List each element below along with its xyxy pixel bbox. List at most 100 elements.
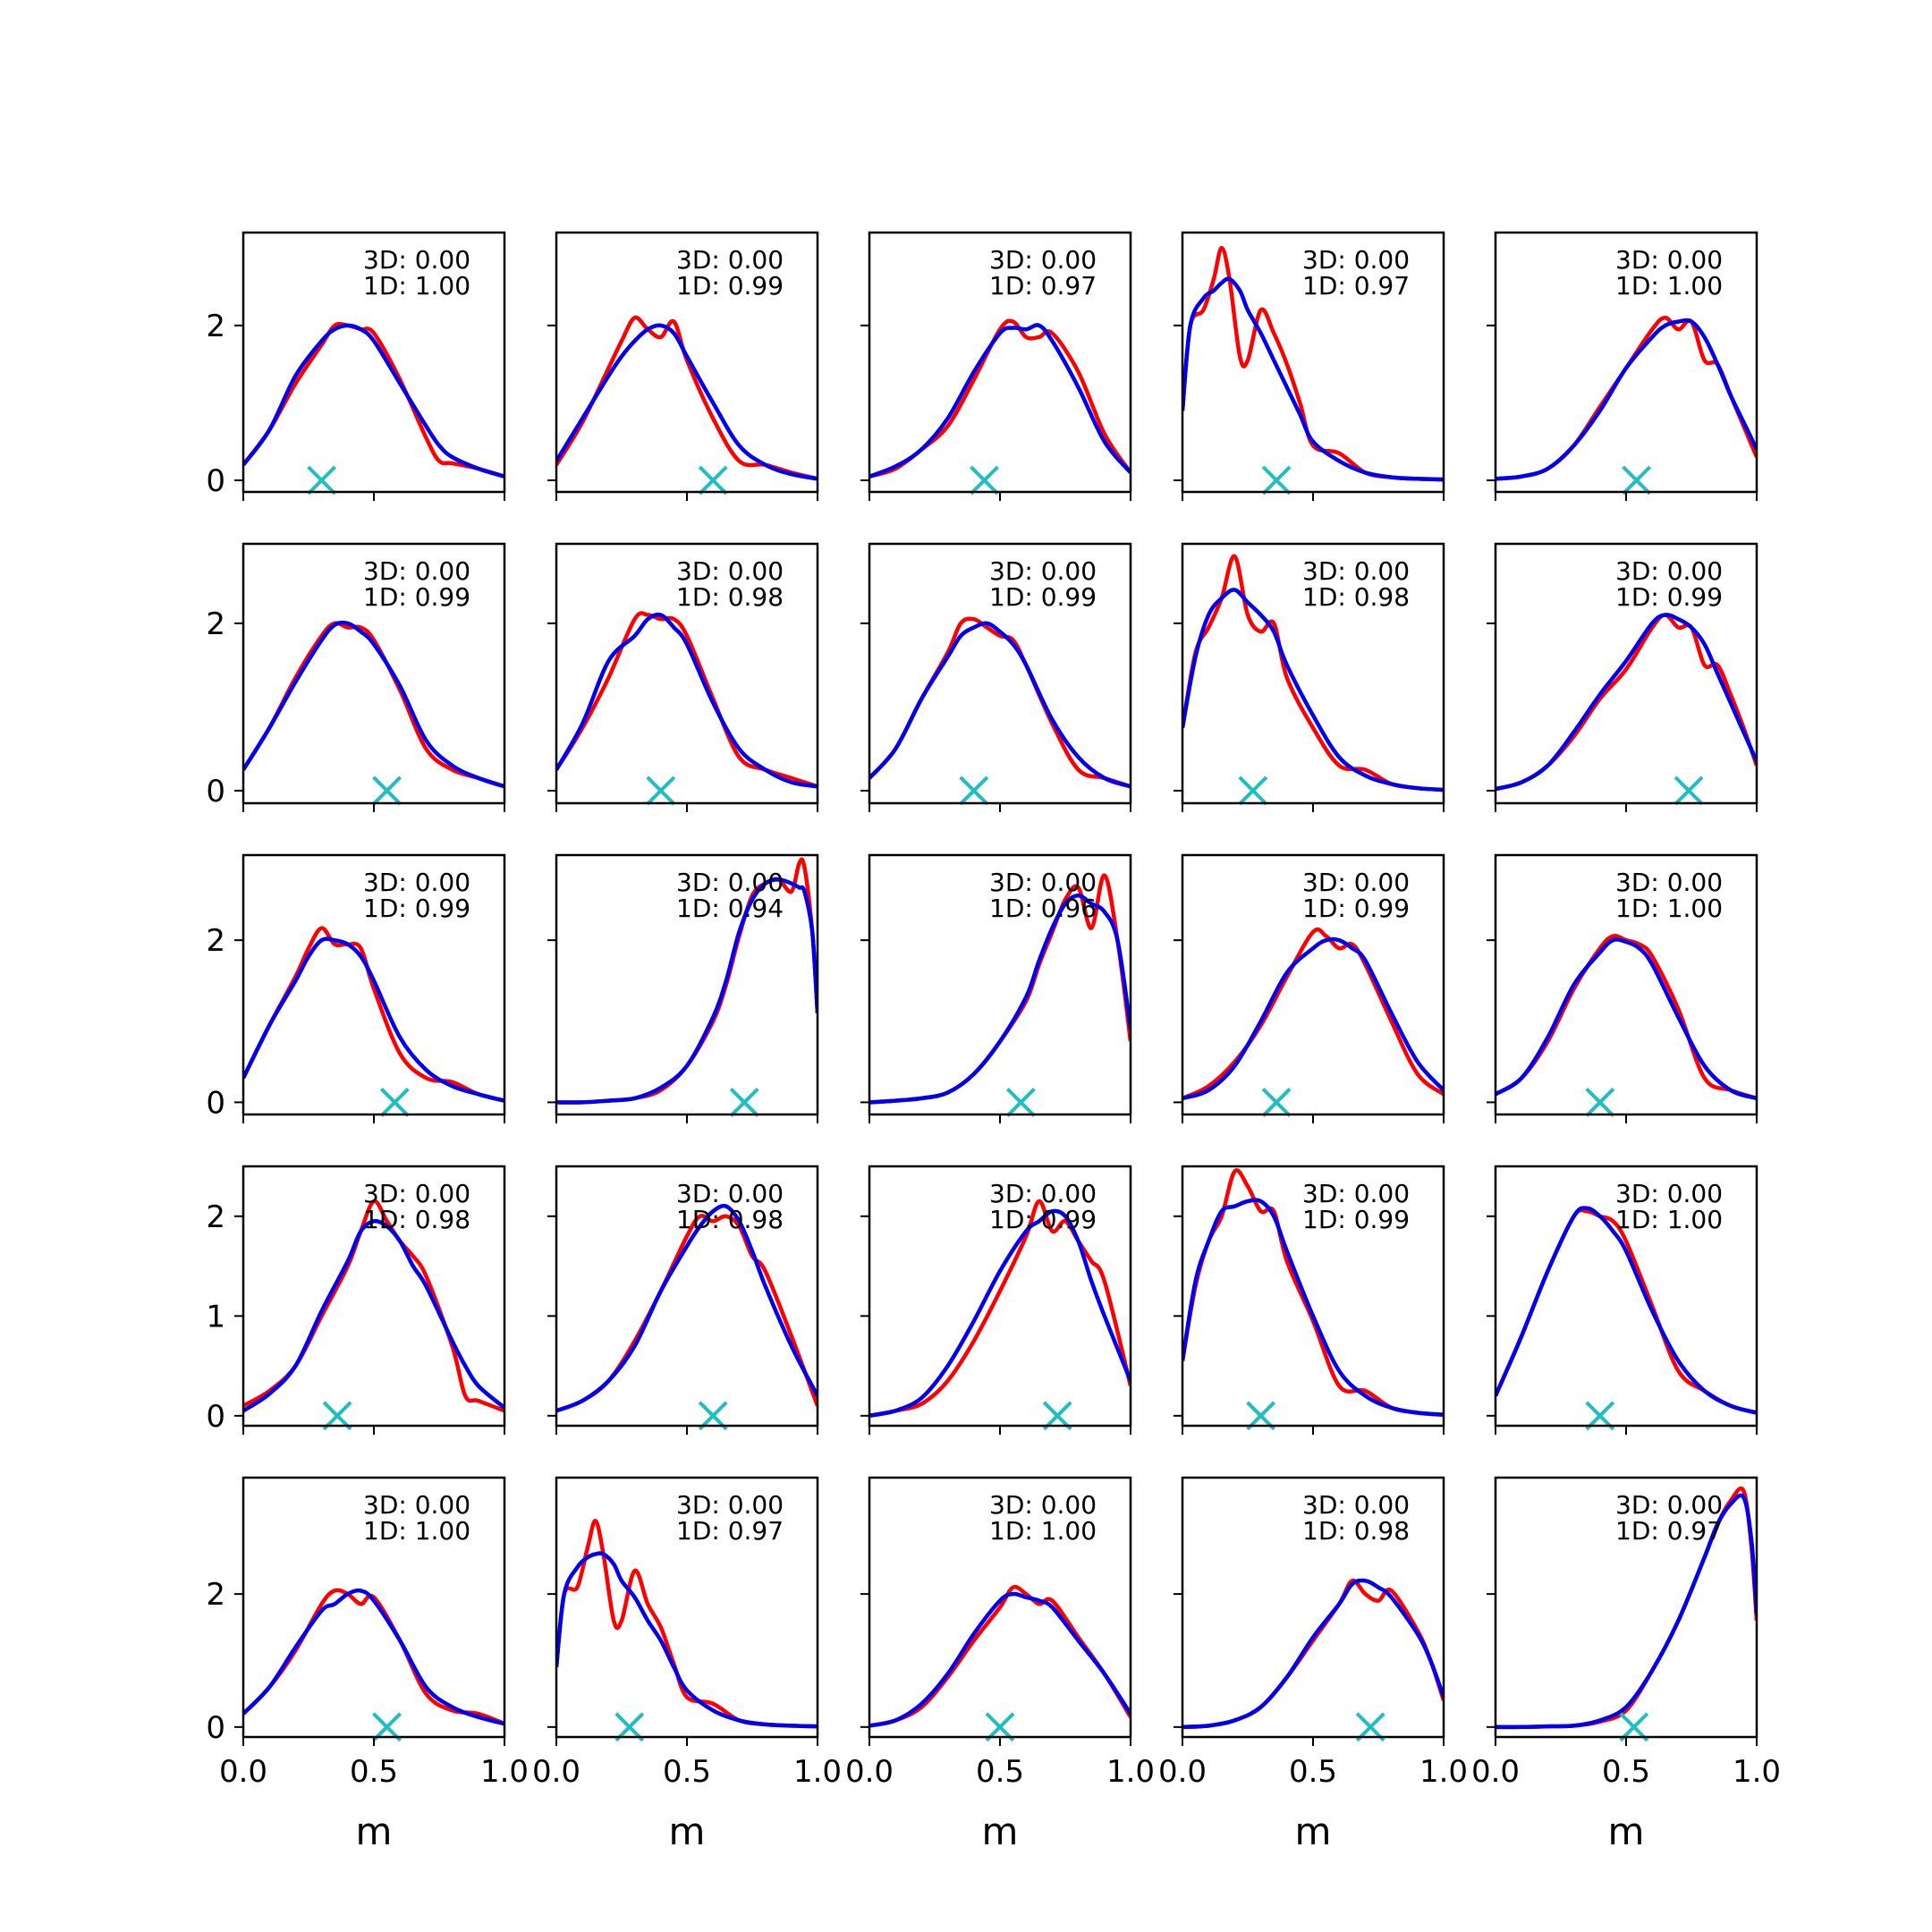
x-marker-stroke: [307, 465, 337, 496]
panel-annotation: 3D: 0.00: [989, 868, 1097, 897]
y-tick-label: 2: [206, 1577, 225, 1613]
x-marker: [698, 465, 728, 496]
panel-annotation: 1D: 0.98: [676, 582, 784, 612]
panel-annotation: 3D: 0.00: [989, 556, 1097, 586]
panel-annotation: 1D: 0.99: [1302, 1205, 1410, 1234]
panel-annotation: 3D: 0.00: [676, 556, 784, 586]
panel-annotation: 1D: 1.00: [1615, 894, 1723, 923]
y-tick-label: 2: [206, 309, 225, 344]
x-axis-label: m: [1295, 1809, 1332, 1853]
x-marker-stroke: [1674, 775, 1704, 806]
x-tick-label: 0.5: [350, 1754, 398, 1790]
x-marker-stroke: [1622, 465, 1652, 496]
series-3d-line: [1496, 1208, 1757, 1415]
y-tick-label: 0: [206, 774, 225, 809]
x-tick-label: 1.0: [1419, 1754, 1468, 1790]
panel-annotation: 1D: 1.00: [1615, 1205, 1723, 1234]
series-1d-line: [1496, 318, 1757, 481]
panel-annotation: 1D: 0.96: [989, 894, 1097, 923]
panel-annotation: 1D: 0.97: [1615, 1516, 1723, 1546]
x-tick-label: 0.5: [1289, 1754, 1337, 1790]
series-3d-line: [1182, 1578, 1444, 1730]
series-3d-line: [1182, 927, 1444, 1100]
panel-annotation: 3D: 0.00: [989, 1490, 1097, 1520]
x-marker: [1238, 775, 1268, 806]
panel-annotation: 3D: 0.00: [1302, 245, 1410, 275]
x-axis-label: m: [669, 1809, 706, 1853]
x-marker-stroke: [698, 465, 728, 496]
x-marker: [1674, 775, 1704, 806]
x-marker: [1005, 1087, 1036, 1117]
x-tick-label: 0.0: [845, 1754, 894, 1790]
series-1d-line: [869, 323, 1131, 479]
x-marker: [1261, 465, 1292, 496]
series-1d-line: [556, 1203, 818, 1413]
series-1d-line: [556, 323, 818, 481]
x-marker-stroke: [1005, 1087, 1036, 1117]
x-tick-label: 0.5: [976, 1754, 1024, 1790]
panel-annotation: 3D: 0.00: [1302, 556, 1410, 586]
x-marker: [646, 775, 676, 806]
series-3d-line: [1182, 554, 1444, 792]
panel-annotation: 3D: 0.00: [363, 245, 470, 275]
x-tick-label: 0.5: [1602, 1754, 1650, 1790]
y-tick-label: 1: [206, 1299, 225, 1335]
panel-annotation: 1D: 0.98: [676, 1205, 784, 1234]
series-3d-line: [556, 1519, 818, 1729]
x-marker-stroke: [729, 1087, 759, 1117]
panel-annotation: 3D: 0.00: [1615, 868, 1723, 897]
panel-annotation: 1D: 0.94: [676, 894, 784, 923]
x-marker-stroke: [1585, 1087, 1615, 1117]
panel-annotation: 1D: 1.00: [1615, 271, 1723, 301]
series-3d-line: [243, 1588, 504, 1726]
series-1d-line: [869, 1208, 1131, 1419]
x-marker: [1261, 1087, 1292, 1117]
x-marker-stroke: [372, 775, 402, 806]
x-marker-stroke: [970, 465, 999, 496]
series-1d-line: [1182, 1198, 1444, 1417]
x-tick-label: 0.0: [219, 1754, 267, 1790]
panel-annotation: 1D: 0.99: [676, 271, 784, 301]
series-1d-line: [556, 877, 818, 1105]
series-1d-line: [1496, 937, 1757, 1101]
series-1d-line: [243, 1588, 504, 1726]
panel-annotation: 3D: 0.00: [989, 1179, 1097, 1208]
x-tick-label: 1.0: [793, 1754, 842, 1790]
series-3d-line: [1496, 315, 1757, 481]
series-3d-line: [243, 321, 504, 479]
y-tick-label: 2: [206, 1199, 225, 1235]
y-tick-label: 2: [206, 606, 225, 642]
panel-annotation: 1D: 0.98: [1302, 1516, 1410, 1546]
panel-annotation: 3D: 0.00: [363, 1179, 470, 1208]
series-3d-line: [869, 318, 1131, 479]
x-marker: [1622, 465, 1652, 496]
panel-annotation: 3D: 0.00: [676, 1179, 784, 1208]
panel-annotation: 3D: 0.00: [1615, 1179, 1723, 1208]
series-1d-line: [1182, 936, 1444, 1101]
series-1d-line: [556, 612, 818, 789]
series-3d-line: [243, 926, 504, 1103]
panel-annotation: 3D: 0.00: [1302, 868, 1410, 897]
y-tick-label: 0: [206, 463, 225, 499]
y-tick-label: 0: [206, 1710, 225, 1746]
series-3d-line: [556, 611, 818, 789]
x-marker: [379, 1087, 410, 1117]
y-tick-label: 0: [206, 1085, 225, 1121]
series-1d-line: [869, 1591, 1131, 1728]
panel-annotation: 3D: 0.00: [1615, 1490, 1723, 1520]
series-1d-line: [243, 1218, 504, 1413]
